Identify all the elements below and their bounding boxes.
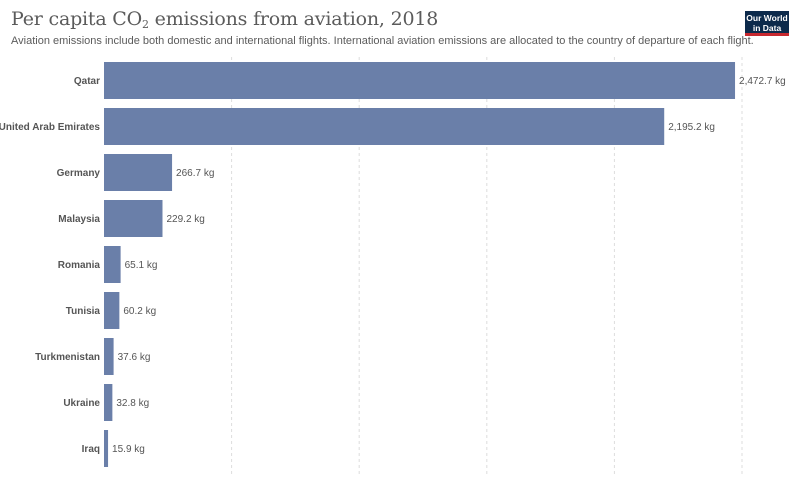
bar[interactable] [104,200,163,237]
category-label: Germany [57,168,101,179]
bar[interactable] [104,338,114,375]
chart-subtitle: Aviation emissions include both domestic… [11,35,754,47]
category-label: Tunisia [66,306,101,317]
chart-title-subscript: 2 [142,18,149,31]
bar[interactable] [104,108,665,145]
category-label: Malaysia [58,214,100,225]
value-label: 32.8 kg [116,398,149,409]
chart-title: Per capita CO2 emissions from aviation, … [11,8,438,31]
category-label: Ukraine [63,398,100,409]
value-label: 15.9 kg [112,444,145,455]
category-label: Romania [58,260,101,271]
category-label: Turkmenistan [35,352,100,363]
value-label: 266.7 kg [176,168,214,179]
logo-line-2: in Data [752,23,782,33]
bar[interactable] [104,292,120,329]
bars: Qatar 2,472.7 kg United Arab Emirates 2,195… [0,62,786,467]
chart-title-prefix: Per capita CO [11,8,143,30]
value-label: 60.2 kg [123,306,156,317]
value-label: 229.2 kg [166,214,204,225]
bar[interactable] [104,154,173,191]
value-label: 65.1 kg [125,260,158,271]
bar[interactable] [104,430,109,467]
bar[interactable] [104,246,121,283]
category-label: Iraq [82,444,100,455]
value-label: 37.6 kg [118,352,151,363]
chart-title-suffix: emissions from aviation, 2018 [148,8,439,30]
logo-line-1: Our World [746,13,788,23]
value-label: 2,472.7 kg [739,76,786,87]
category-label: Qatar [74,76,100,87]
category-label: United Arab Emirates [0,122,100,133]
owid-logo[interactable]: Our World in Data [745,11,789,36]
bar[interactable] [104,62,736,99]
bar[interactable] [104,384,113,421]
value-label: 2,195.2 kg [668,122,715,133]
